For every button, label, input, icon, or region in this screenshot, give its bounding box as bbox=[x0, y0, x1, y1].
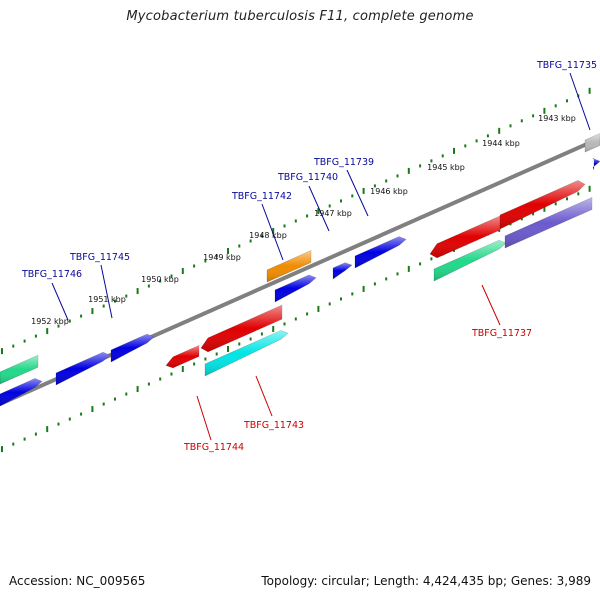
gene-arrow-shading bbox=[275, 275, 316, 302]
outer-tick-ring bbox=[1, 87, 591, 355]
gene-blue-11739 bbox=[354, 236, 407, 269]
gene-label: TBFG_11737 bbox=[471, 328, 532, 339]
scale-tick-label: 1944 kbp bbox=[482, 139, 520, 148]
gene-arrow-shading bbox=[585, 133, 600, 152]
gene-arrow-shading bbox=[56, 352, 110, 385]
gene-arrow-shading bbox=[166, 345, 199, 368]
gene-blue-11746 bbox=[55, 351, 111, 386]
scale-tick-label: 1947 kbp bbox=[314, 209, 352, 218]
gene-blue-left bbox=[0, 378, 43, 407]
gene-label: TBFG_11743 bbox=[243, 420, 304, 431]
gene-gray-11735 bbox=[584, 133, 600, 153]
gene-blue-11735 bbox=[592, 157, 600, 171]
gene-red-11737 bbox=[499, 180, 586, 230]
scale-tick-label: 1951 kbp bbox=[88, 295, 126, 304]
gene-red-11743 bbox=[200, 304, 283, 353]
label-leader-line bbox=[261, 203, 284, 261]
accession-label: Accession: NC_009565 bbox=[9, 574, 146, 588]
label-leader-line bbox=[481, 284, 501, 326]
gene-cyan-11743 bbox=[204, 330, 289, 377]
gene-label: TBFG_11745 bbox=[69, 252, 130, 263]
scale-tick-label: 1943 kbp bbox=[538, 114, 576, 123]
label-leader-line bbox=[346, 169, 369, 217]
gene-arrow-shading bbox=[434, 240, 506, 281]
gene-arrow-shading bbox=[0, 355, 38, 384]
gene-arrow-shading bbox=[111, 334, 154, 362]
gene-violet-11737 bbox=[504, 197, 593, 249]
gene-arrow-shading bbox=[201, 305, 282, 352]
gene-blue-11745 bbox=[110, 333, 155, 363]
gene-red-11738 bbox=[429, 215, 501, 259]
scale-tick-label: 1952 kbp bbox=[31, 317, 69, 326]
gene-label: TBFG_11739 bbox=[313, 157, 374, 168]
label-layer: 1952 kbp 1951 kbp 1950 kbp 1949 kbp 1948 kbp… bbox=[21, 60, 597, 453]
gene-red-11744 bbox=[165, 344, 200, 369]
scale-tick-label: 1949 kbp bbox=[203, 253, 241, 262]
gene-arrow-shading bbox=[500, 180, 585, 229]
gene-arrow-shading bbox=[333, 262, 352, 279]
gene-blue-11740 bbox=[332, 262, 353, 280]
gene-teal-left bbox=[0, 354, 39, 385]
scale-tick-label: 1948 kbp bbox=[249, 231, 287, 240]
label-leader-layer bbox=[51, 72, 591, 441]
label-leader-line bbox=[196, 395, 212, 441]
gene-arrow-shading bbox=[430, 216, 500, 258]
gene-arrow-shading bbox=[0, 378, 42, 406]
label-leader-line bbox=[255, 375, 273, 417]
gene-arrow-shading bbox=[355, 236, 406, 268]
page-title: Mycobacterium tuberculosis F11, complete… bbox=[126, 9, 474, 24]
genome-summary-label: Topology: circular; Length: 4,424,435 bp… bbox=[261, 574, 591, 588]
label-leader-line bbox=[308, 185, 330, 232]
gene-arrow-shading bbox=[205, 330, 288, 376]
gene-arrow-shading bbox=[593, 158, 600, 170]
label-leader-line bbox=[100, 264, 113, 319]
gene-blue-11742 bbox=[274, 274, 317, 303]
scale-tick-label: 1945 kbp bbox=[427, 163, 465, 172]
scale-tick-label: 1950 kbp bbox=[141, 275, 179, 284]
gene-label: TBFG_11735 bbox=[536, 60, 597, 71]
gene-teal-11738 bbox=[433, 239, 507, 282]
gene-arrow-shading bbox=[505, 197, 592, 248]
gene-label: TBFG_11740 bbox=[277, 172, 338, 183]
scale-tick-label: 1946 kbp bbox=[370, 187, 408, 196]
gene-feature-layer bbox=[0, 133, 600, 407]
gene-label: TBFG_11746 bbox=[21, 269, 82, 280]
label-leader-line bbox=[569, 72, 591, 131]
gene-label: TBFG_11744 bbox=[183, 442, 244, 453]
label-leader-line bbox=[51, 282, 69, 321]
gene-arrow-shading bbox=[267, 250, 311, 282]
gene-label: TBFG_11742 bbox=[231, 191, 292, 202]
gene-orange-11742 bbox=[266, 250, 312, 283]
